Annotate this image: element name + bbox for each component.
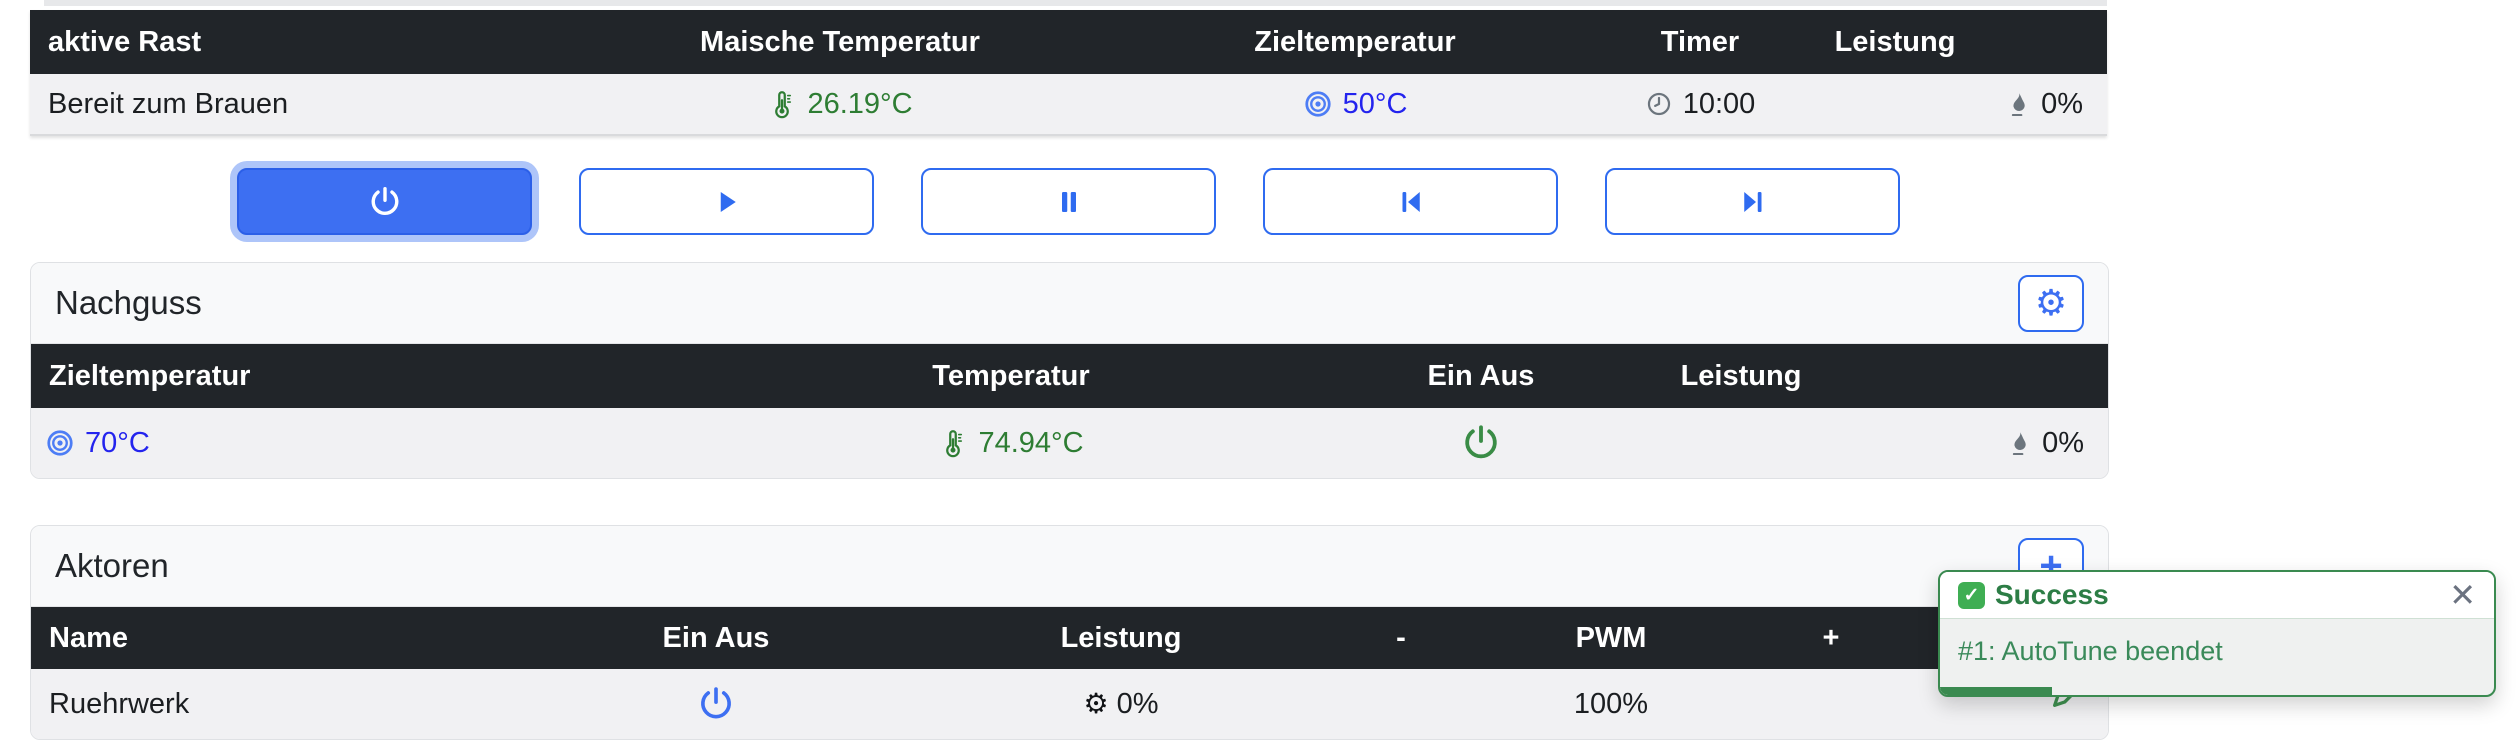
close-icon[interactable]: ✕ — [2449, 577, 2476, 613]
gear-icon: ⚙ — [1083, 688, 1109, 719]
aktoren-card-header: Aktoren + — [31, 526, 2108, 607]
nachguss-table-row: 70°C 74.94°C — [31, 408, 2108, 478]
aktoren-title: Aktoren — [55, 547, 169, 584]
target-icon — [45, 428, 75, 458]
mash-header-target-temp: Zieltemperatur — [1254, 25, 1456, 58]
flame-icon — [2003, 90, 2031, 118]
flame-icon — [2004, 429, 2032, 457]
power-toggle-icon[interactable] — [1461, 423, 1501, 463]
brew-status: Bereit zum Brauen — [48, 87, 289, 120]
nachguss-title: Nachguss — [55, 284, 202, 321]
aktoren-header-on-off: Ein Aus — [662, 621, 770, 654]
nachguss-table-header: Zieltemperatur Temperatur Ein Aus Leistu… — [31, 344, 2108, 408]
skip-forward-icon — [1738, 187, 1768, 217]
aktoren-header-power: Leistung — [1060, 621, 1182, 654]
aktoren-table-row: Ruehrwerk ⚙ 0% 100% — [31, 669, 2108, 739]
mash-header-timer: Timer — [1660, 25, 1740, 58]
power-icon — [368, 185, 402, 219]
mash-temp-value: 26.19°C — [807, 87, 913, 120]
target-icon — [1303, 89, 1333, 119]
toast-header: ✓ Success ✕ — [1940, 572, 2494, 619]
actor-leistung-value: 0% — [1116, 687, 1159, 720]
power-toggle-icon[interactable] — [697, 685, 735, 723]
aktoren-card: Aktoren + Name Ein Aus Leistung - PWM + … — [30, 525, 2109, 740]
nachguss-header-power: Leistung — [1680, 359, 1802, 392]
pause-icon — [1054, 187, 1084, 217]
nachguss-header-on-off: Ein Aus — [1427, 359, 1535, 392]
thermometer-icon — [938, 428, 968, 458]
mash-power-value: 0% — [2041, 87, 2083, 120]
skip-backward-button[interactable] — [1263, 168, 1558, 235]
nachguss-header-temp: Temperatur — [932, 359, 1090, 392]
nachguss-settings-button[interactable]: ⚙ — [2018, 274, 2084, 332]
mash-target-temp-value: 50°C — [1342, 87, 1408, 120]
mash-table-header: aktive Rast Maische Temperatur Zieltempe… — [30, 10, 2107, 74]
aktoren-header-pwm: PWM — [1575, 621, 1647, 654]
toast-title: Success — [1995, 579, 2109, 610]
brew-controls — [30, 168, 2107, 235]
actor-pwm-value: 100% — [1573, 687, 1649, 720]
mash-table: aktive Rast Maische Temperatur Zieltempe… — [30, 10, 2107, 136]
toast-body: #1: AutoTune beendet — [1940, 619, 2494, 683]
power-button[interactable] — [237, 168, 532, 235]
play-icon — [712, 187, 742, 217]
power-decrease-header[interactable]: - — [1396, 621, 1406, 654]
toast-progress-bar — [1940, 687, 2052, 695]
skip-forward-button[interactable] — [1605, 168, 1900, 235]
timer-value: 10:00 — [1682, 87, 1756, 120]
clock-icon — [1645, 90, 1673, 118]
success-toast: ✓ Success ✕ #1: AutoTune beendet — [1938, 570, 2496, 697]
aktoren-table-header: Name Ein Aus Leistung - PWM + — [31, 607, 2108, 669]
page-top-divider — [44, 0, 2107, 6]
nachguss-power-value: 0% — [2042, 426, 2084, 459]
nachguss-target-temp-value: 70°C — [85, 426, 150, 459]
nachguss-header-target-temp: Zieltemperatur — [49, 359, 251, 392]
thermometer-icon — [767, 89, 797, 119]
nachguss-temp-value: 74.94°C — [978, 426, 1084, 459]
aktoren-header-name: Name — [49, 621, 128, 654]
nachguss-card-header: Nachguss ⚙ — [31, 263, 2108, 344]
mash-header-active-rest: aktive Rast — [48, 25, 202, 58]
mash-header-mash-temp: Maische Temperatur — [700, 25, 980, 58]
mash-header-power: Leistung — [1834, 25, 1956, 58]
actor-name: Ruehrwerk — [49, 687, 190, 720]
toast-message: #1: AutoTune beendet — [1958, 635, 2223, 666]
pause-button[interactable] — [921, 168, 1216, 235]
play-button[interactable] — [579, 168, 874, 235]
skip-backward-icon — [1396, 187, 1426, 217]
check-icon: ✓ — [1958, 581, 1985, 609]
power-increase-header[interactable]: + — [1822, 621, 1840, 654]
nachguss-card: Nachguss ⚙ Zieltemperatur Temperatur Ein… — [30, 262, 2109, 479]
mash-table-row: Bereit zum Brauen 26.19°C 50°C — [30, 74, 2107, 136]
gear-icon: ⚙ — [2034, 282, 2068, 323]
